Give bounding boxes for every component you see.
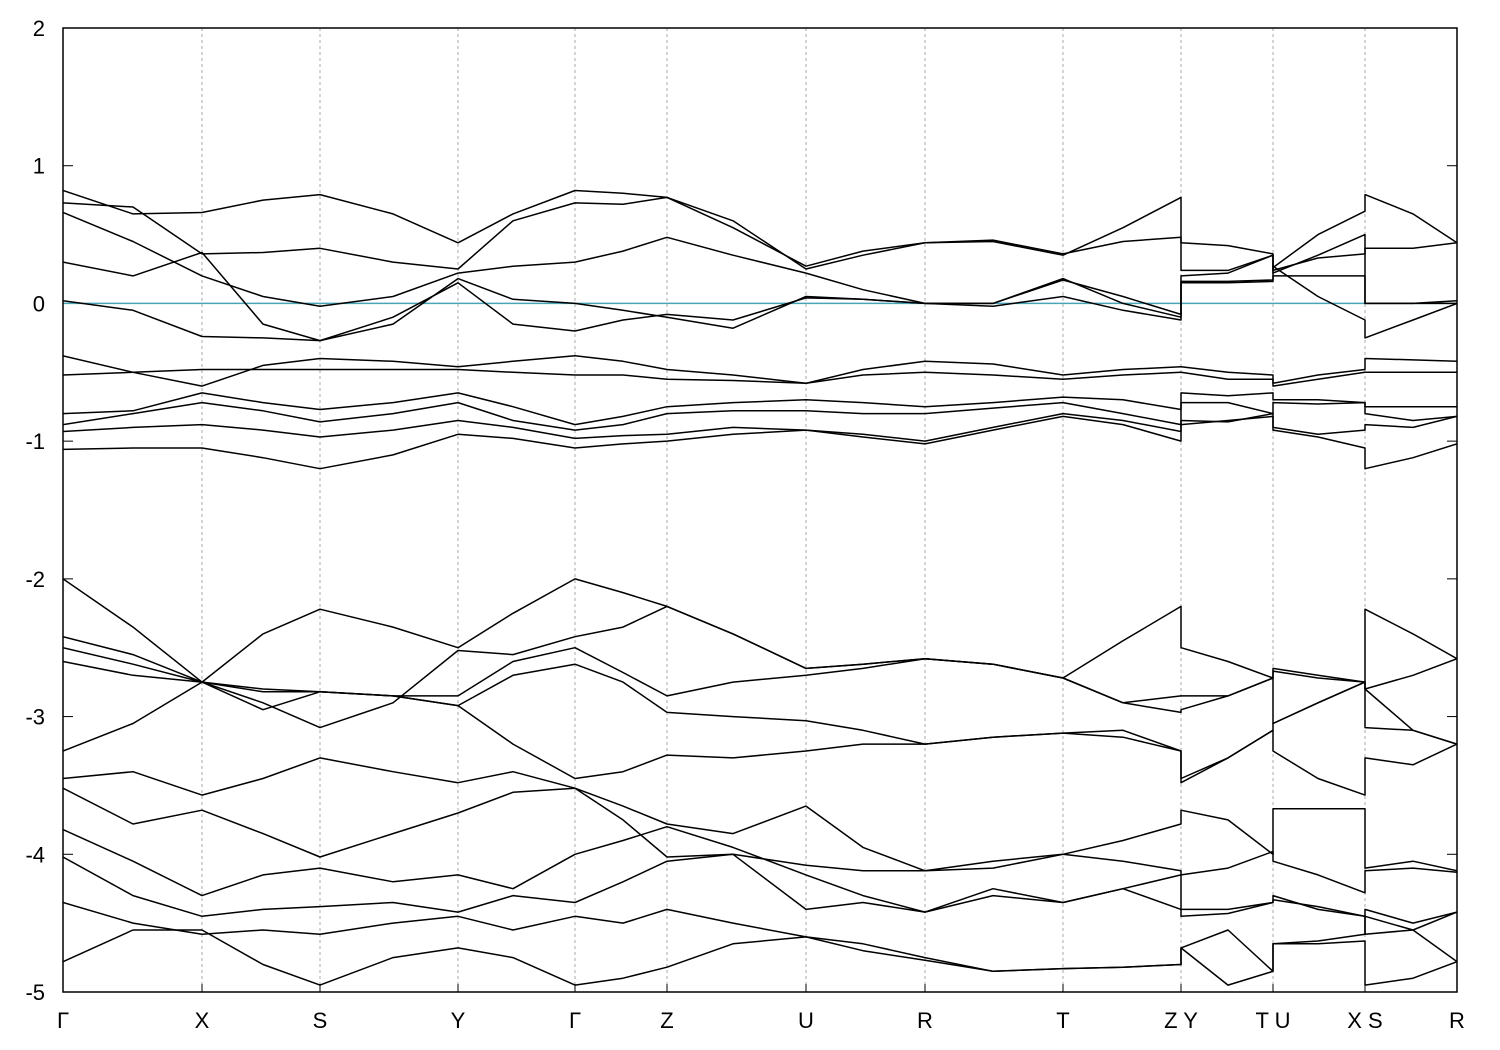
y-tick-label: -5 [25,980,45,1005]
x-tick-label: X S [1347,1008,1382,1033]
band-line [63,757,1457,872]
y-tick-label: -4 [25,842,45,867]
band-line [63,681,1457,796]
band-line [63,233,1457,342]
band-line [63,355,1457,387]
band-line [63,401,1457,431]
x-tick-label: R [1449,1008,1465,1033]
x-tick-label: T [1056,1008,1069,1033]
band-line [63,368,1457,387]
plot-area [63,189,1457,986]
y-tick-label: -3 [25,705,45,730]
x-tick-label: Y [451,1008,466,1033]
band-line [63,929,1457,986]
plot-frame [62,27,1458,993]
band-line [63,901,1457,973]
x-tick-label: U [798,1008,814,1033]
y-tick-label: 1 [33,154,45,179]
band-line [63,392,1457,426]
band-line [63,605,1457,729]
x-tick-label: R [917,1008,933,1033]
y-tick-label: -1 [25,429,45,454]
y-tick-label: 2 [33,16,45,41]
x-tick-label: Z [660,1008,673,1033]
band-line [63,787,1457,894]
y-tick-label: 0 [33,291,45,316]
x-tick-label: S [313,1008,328,1033]
band-line [63,189,1457,269]
band-line [63,853,1457,935]
x-tick-label: Z Y [1164,1008,1198,1033]
band-line [63,211,1457,316]
band-line [63,412,1457,470]
x-tick-label: Γ [569,1008,581,1033]
band-line [63,412,1457,442]
y-tick-label: -2 [25,567,45,592]
x-tick-label: T U [1255,1008,1290,1033]
x-tick-label: Γ [57,1008,69,1033]
x-tick-label: X [195,1008,210,1033]
